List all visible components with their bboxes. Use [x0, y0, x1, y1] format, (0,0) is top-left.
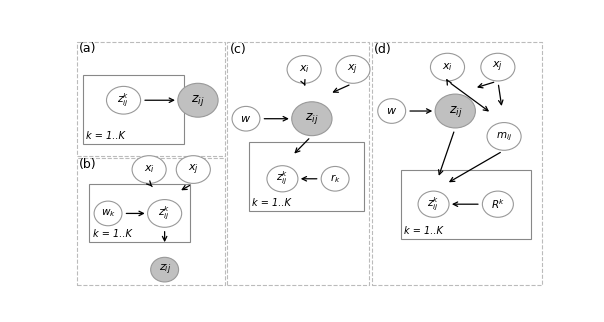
Ellipse shape: [287, 56, 321, 83]
Ellipse shape: [321, 166, 349, 191]
Ellipse shape: [483, 191, 513, 217]
Bar: [401, 170, 531, 239]
Bar: [371, 42, 542, 285]
Ellipse shape: [232, 106, 260, 131]
Ellipse shape: [481, 53, 515, 81]
Text: (a): (a): [79, 42, 97, 55]
Bar: [227, 42, 369, 285]
Text: $z_{ij}$: $z_{ij}$: [449, 103, 462, 118]
Text: (b): (b): [79, 158, 97, 171]
Ellipse shape: [378, 99, 406, 123]
Text: k = 1..K: k = 1..K: [252, 198, 291, 208]
Text: $z_{ij}^k$: $z_{ij}^k$: [428, 195, 440, 213]
Ellipse shape: [431, 53, 464, 81]
Bar: [77, 42, 225, 156]
Ellipse shape: [176, 156, 210, 184]
Bar: [89, 184, 190, 242]
Text: $x_j$: $x_j$: [347, 62, 358, 77]
Ellipse shape: [147, 200, 182, 227]
Text: $z_{ij}^k$: $z_{ij}^k$: [158, 205, 171, 222]
Text: $x_j$: $x_j$: [492, 60, 503, 74]
Ellipse shape: [292, 102, 332, 136]
Ellipse shape: [106, 86, 141, 114]
Text: $w_k$: $w_k$: [101, 208, 115, 219]
Text: (d): (d): [374, 43, 391, 56]
Ellipse shape: [94, 201, 122, 226]
Text: $x_i$: $x_i$: [298, 63, 310, 75]
Text: $x_i$: $x_i$: [442, 61, 453, 73]
Text: k = 1..K: k = 1..K: [404, 226, 443, 236]
Text: $x_i$: $x_i$: [144, 164, 155, 175]
Text: $z_{ij}$: $z_{ij}$: [305, 111, 318, 126]
Text: $R^k$: $R^k$: [490, 197, 505, 211]
Ellipse shape: [418, 191, 449, 217]
Text: $r_k$: $r_k$: [330, 172, 341, 185]
Text: $z_{ij}^k$: $z_{ij}^k$: [276, 170, 289, 187]
Ellipse shape: [435, 94, 475, 128]
Bar: [83, 75, 184, 144]
Text: $w$: $w$: [386, 106, 397, 116]
Ellipse shape: [267, 166, 298, 192]
Text: k = 1..K: k = 1..K: [86, 131, 125, 141]
Text: (c): (c): [230, 43, 246, 56]
Text: $w$: $w$: [240, 114, 251, 124]
Text: $x_j$: $x_j$: [188, 162, 199, 177]
Text: $z_{ij}$: $z_{ij}$: [158, 262, 171, 277]
Ellipse shape: [132, 156, 166, 184]
Ellipse shape: [487, 123, 521, 150]
Ellipse shape: [150, 257, 179, 282]
Text: $z_{ij}^k$: $z_{ij}^k$: [117, 91, 130, 109]
Ellipse shape: [178, 83, 218, 117]
Ellipse shape: [336, 56, 370, 83]
Bar: [249, 142, 364, 211]
Bar: [77, 158, 225, 285]
Text: k = 1..K: k = 1..K: [92, 229, 132, 239]
Text: $m_{ij}$: $m_{ij}$: [496, 130, 512, 143]
Text: $z_{ij}$: $z_{ij}$: [191, 93, 205, 108]
